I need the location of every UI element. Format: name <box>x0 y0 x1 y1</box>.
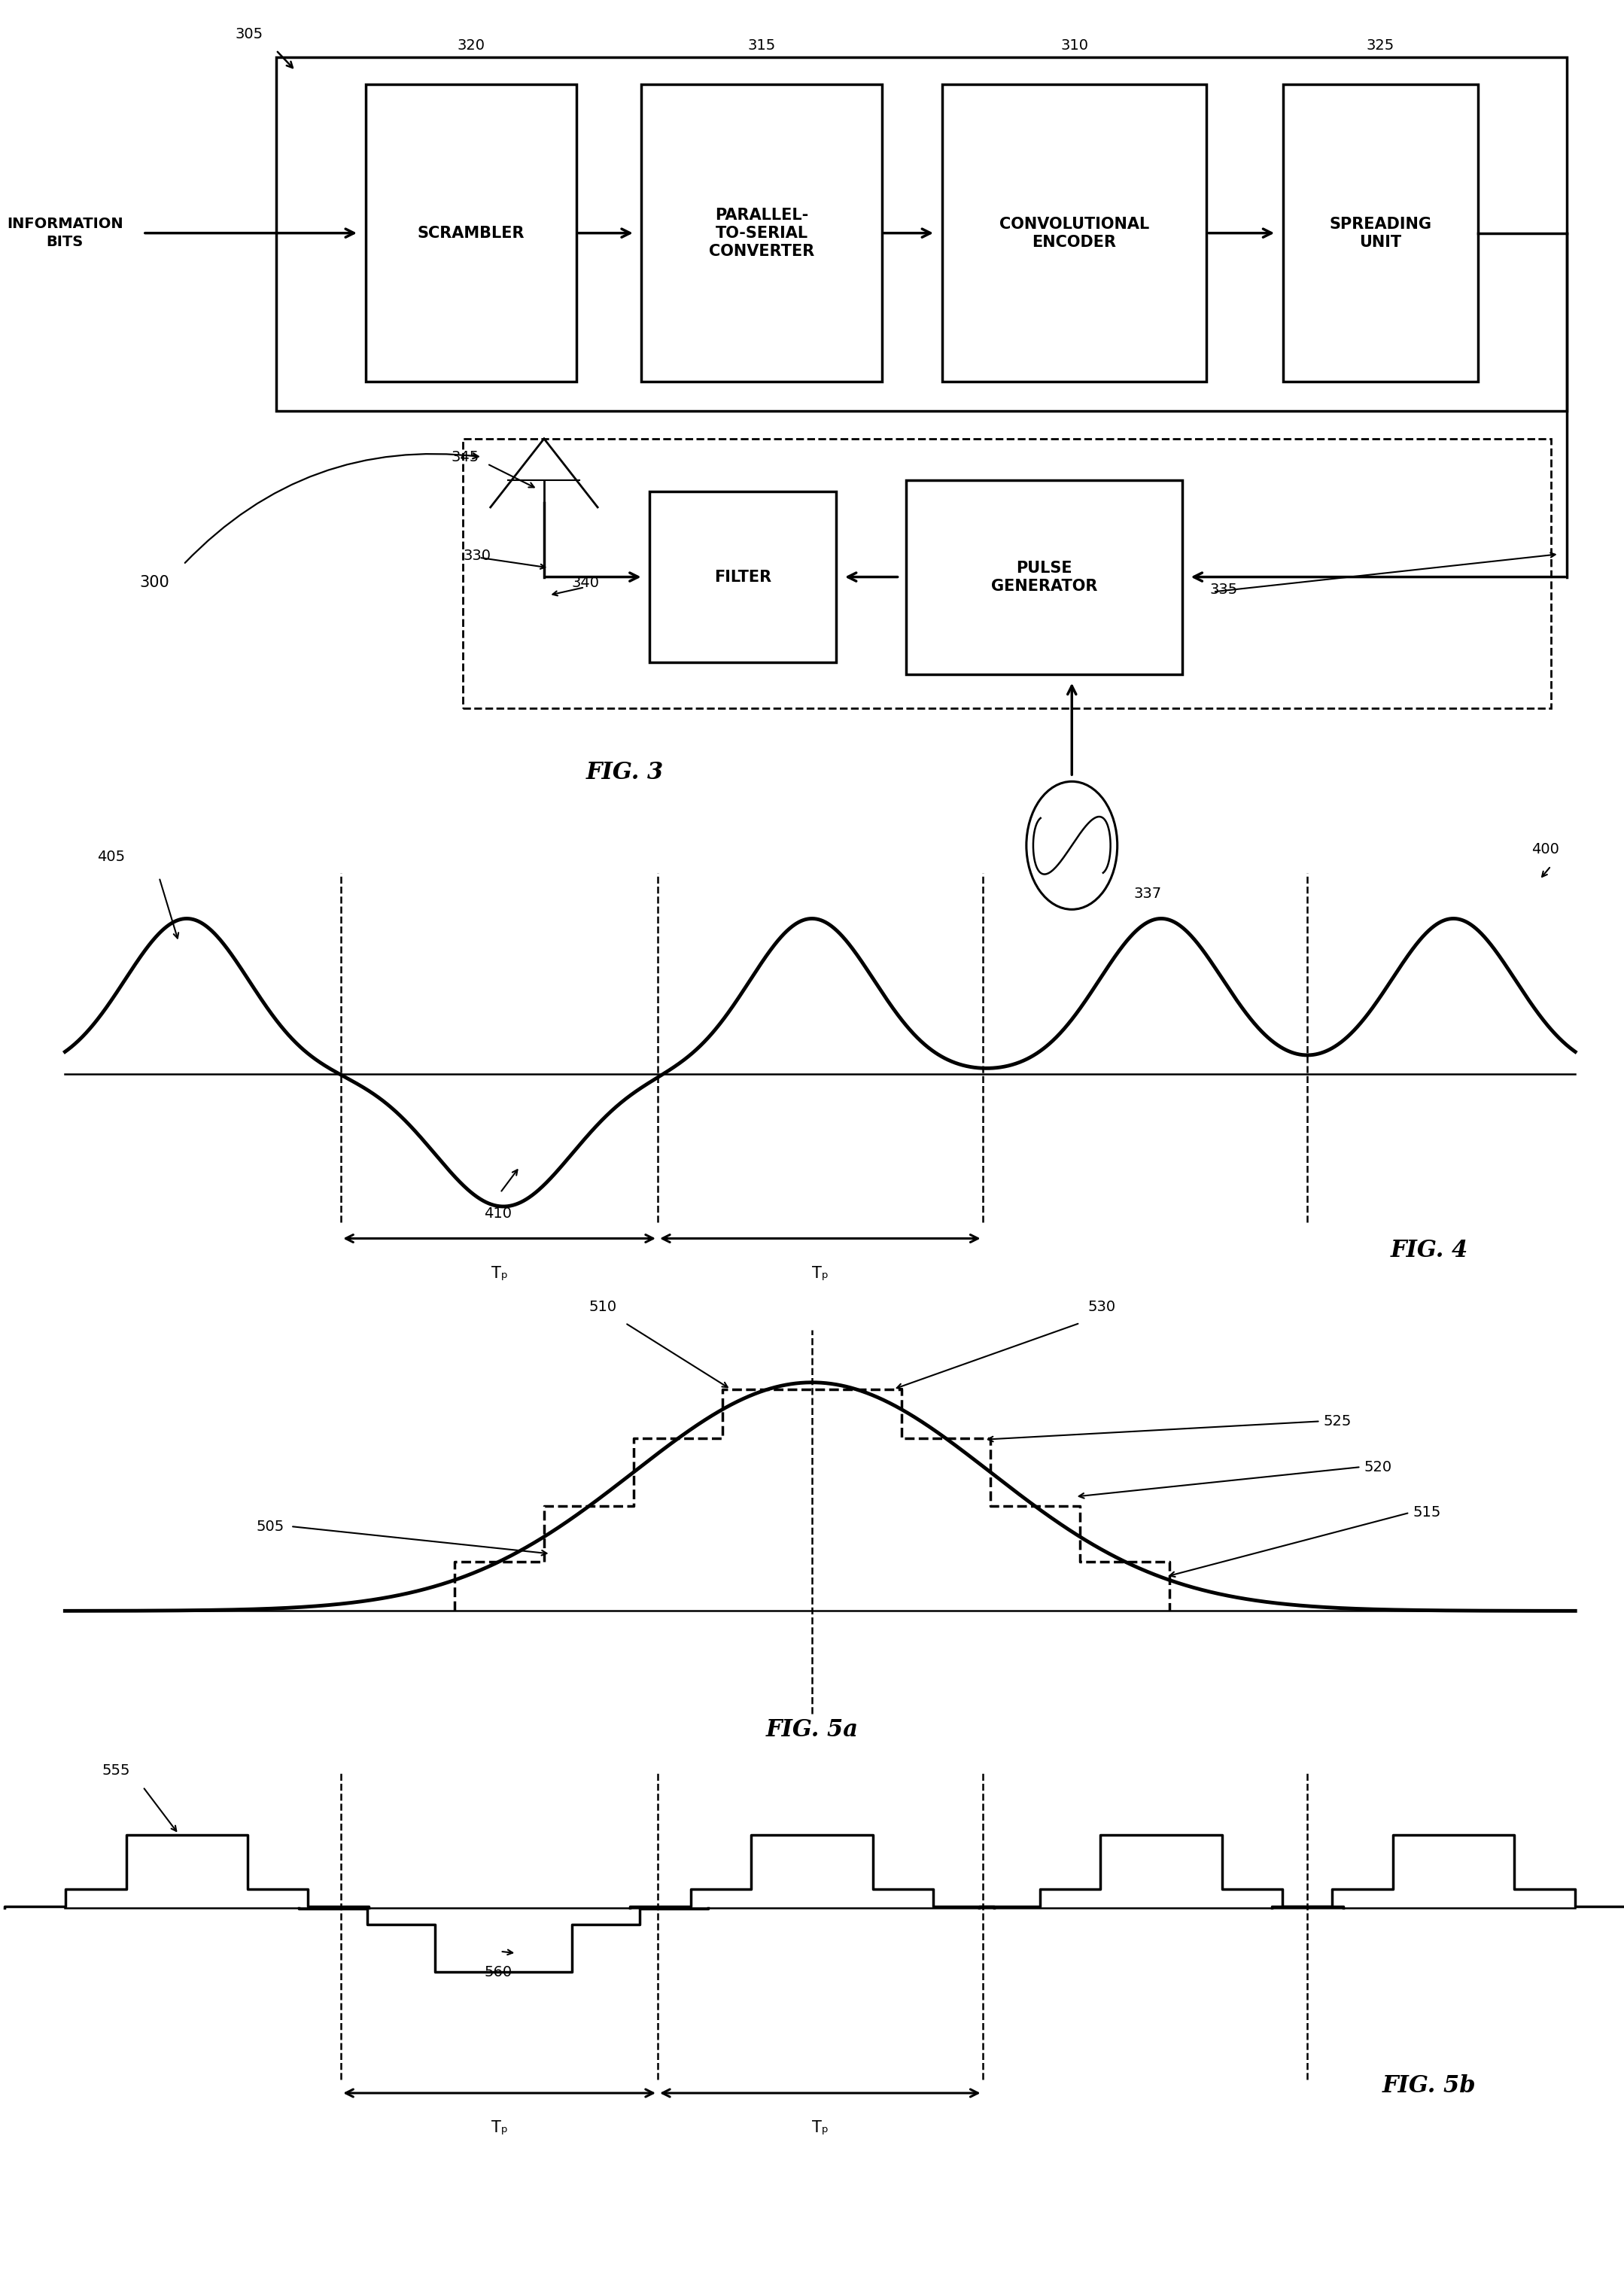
Bar <box>942 85 1207 382</box>
Text: 345: 345 <box>451 450 479 464</box>
Text: 320: 320 <box>456 39 486 53</box>
Bar <box>641 85 882 382</box>
Text: 505: 505 <box>257 1520 284 1533</box>
Text: Tₚ: Tₚ <box>490 1266 508 1282</box>
Text: FIG. 5b: FIG. 5b <box>1382 2075 1476 2098</box>
Text: FIG. 5a: FIG. 5a <box>767 1718 857 1741</box>
Text: 520: 520 <box>1364 1460 1392 1474</box>
Text: 530: 530 <box>1088 1300 1116 1314</box>
Text: Tₚ: Tₚ <box>490 2120 508 2136</box>
Text: 560: 560 <box>484 1965 512 1979</box>
Text: 555: 555 <box>102 1764 130 1778</box>
Text: 325: 325 <box>1366 39 1395 53</box>
Text: Tₚ: Tₚ <box>812 1266 828 1282</box>
Text: INFORMATION
BITS: INFORMATION BITS <box>6 217 123 249</box>
Bar <box>650 491 836 663</box>
Text: 315: 315 <box>747 39 776 53</box>
Text: FIG. 3: FIG. 3 <box>586 761 664 784</box>
Text: 525: 525 <box>1324 1414 1351 1428</box>
Text: 510: 510 <box>590 1300 617 1314</box>
Text: 310: 310 <box>1060 39 1088 53</box>
Text: PARALLEL-
TO-SERIAL
CONVERTER: PARALLEL- TO-SERIAL CONVERTER <box>710 208 814 258</box>
Text: 337: 337 <box>1134 887 1161 900</box>
Text: PULSE
GENERATOR: PULSE GENERATOR <box>991 560 1098 594</box>
Text: 340: 340 <box>572 576 599 590</box>
Text: 400: 400 <box>1531 843 1559 857</box>
Text: 300: 300 <box>140 576 169 590</box>
Text: FILTER: FILTER <box>715 569 771 585</box>
Bar <box>1283 85 1478 382</box>
Bar <box>463 439 1551 708</box>
Bar <box>276 57 1567 411</box>
Text: 305: 305 <box>235 27 263 41</box>
Text: 515: 515 <box>1413 1506 1440 1520</box>
Text: FIG. 4: FIG. 4 <box>1390 1238 1468 1261</box>
Text: 335: 335 <box>1210 583 1237 596</box>
Text: 410: 410 <box>484 1206 512 1220</box>
Bar <box>906 480 1182 674</box>
Text: SCRAMBLER: SCRAMBLER <box>417 226 525 240</box>
Bar <box>365 85 577 382</box>
Text: 330: 330 <box>463 548 490 562</box>
Text: Tₚ: Tₚ <box>812 2120 828 2136</box>
Text: SPREADING
UNIT: SPREADING UNIT <box>1328 217 1432 249</box>
Text: 405: 405 <box>97 850 125 864</box>
Text: CONVOLUTIONAL
ENCODER: CONVOLUTIONAL ENCODER <box>999 217 1150 249</box>
